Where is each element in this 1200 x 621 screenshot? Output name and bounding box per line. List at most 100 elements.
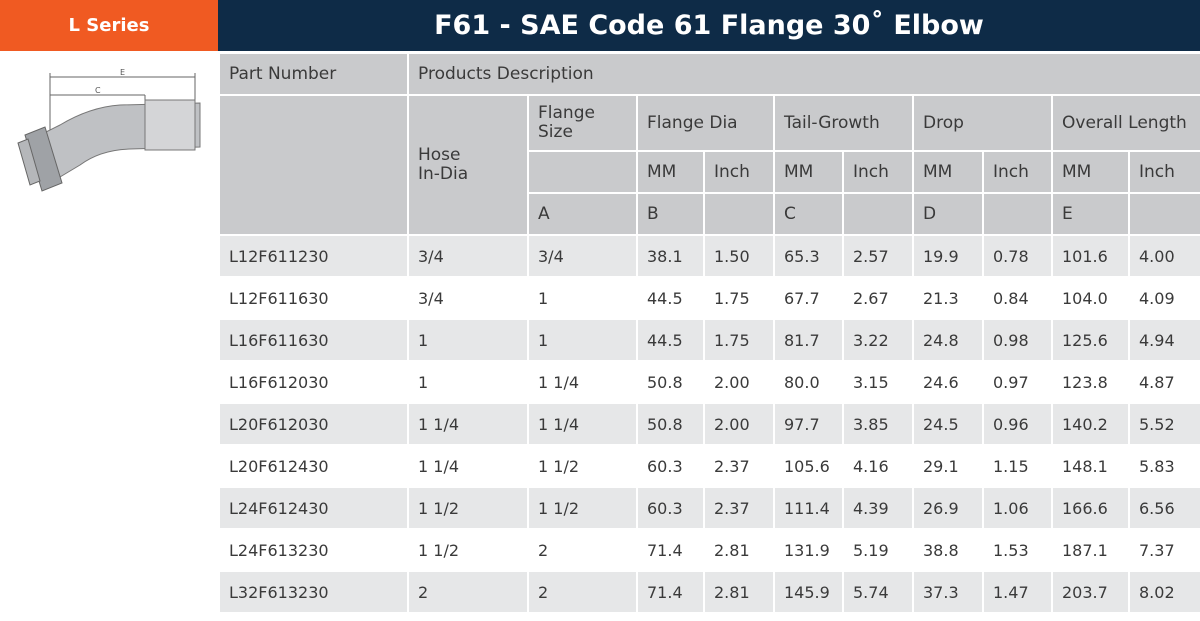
table-cell: 2.00 — [703, 360, 775, 404]
table-cell: 1.50 — [703, 234, 775, 278]
table-cell: 1 1/2 — [407, 528, 529, 572]
table-cell: 1 — [527, 318, 638, 362]
table-cell: 1 — [407, 360, 529, 404]
header-cell: Inch — [1127, 150, 1200, 194]
header-cell: B — [636, 192, 705, 236]
table-cell: 0.97 — [982, 360, 1053, 404]
table-cell: 2.67 — [842, 276, 914, 320]
table-cell: 1.75 — [703, 276, 775, 320]
table-cell: 3/4 — [527, 234, 638, 278]
svg-text:E: E — [120, 68, 125, 77]
header-cell: Drop — [912, 94, 1053, 152]
table-cell: 3.22 — [842, 318, 914, 362]
table-cell: 1.75 — [703, 318, 775, 362]
header-cell — [842, 192, 914, 236]
svg-text:C: C — [95, 86, 101, 95]
table-cell: 24.5 — [912, 402, 984, 446]
table-cell: 1 1/2 — [407, 486, 529, 530]
table-cell: 203.7 — [1051, 570, 1130, 614]
table-cell: 2 — [527, 570, 638, 614]
table-cell: 50.8 — [636, 360, 705, 404]
table-cell: 24.6 — [912, 360, 984, 404]
header-cell: MM — [636, 150, 705, 194]
table-cell: 21.3 — [912, 276, 984, 320]
header-cell: Overall Length — [1050, 94, 1200, 152]
header-cell: A — [527, 192, 638, 236]
header-cell: Tail-Growth — [773, 94, 914, 152]
header-cell — [1127, 192, 1200, 236]
header-cell: Inch — [842, 150, 914, 194]
table-cell: 4.87 — [1127, 360, 1200, 404]
table-cell: L24F612430 — [218, 486, 409, 530]
table-cell: 24.8 — [912, 318, 984, 362]
table-cell: L12F611230 — [218, 234, 409, 278]
table-row: L12F611230 3/4 3/4 38.1 1.50 65.3 2.57 19.9 0.78… — [218, 234, 1200, 278]
table-row: L24F613230 1 1/2 2 71.4 2.81 131.9 5.19 38.8 1.5… — [218, 528, 1200, 572]
table-cell: 5.19 — [842, 528, 914, 572]
table-cell: 1 1/2 — [527, 486, 638, 530]
table-cell: 71.4 — [636, 528, 705, 572]
table-row: L32F613230 2 2 71.4 2.81 145.9 5.74 37.3 1.47 203… — [218, 570, 1200, 614]
table-cell: 38.1 — [636, 234, 705, 278]
table-cell: 5.74 — [842, 570, 914, 614]
header-cell: E — [1051, 192, 1130, 236]
header-cell: Hose In-Dia — [407, 94, 529, 236]
table-cell: 0.98 — [982, 318, 1053, 362]
header-cell: Inch — [703, 150, 775, 194]
table-cell: L12F611630 — [218, 276, 409, 320]
table-cell: 2 — [407, 570, 529, 614]
table-cell: 1 1/4 — [527, 360, 638, 404]
table-cell: 3.15 — [842, 360, 914, 404]
table-cell: 97.7 — [773, 402, 844, 446]
table-cell: 4.94 — [1127, 318, 1200, 362]
table-cell: 7.37 — [1127, 528, 1200, 572]
series-label: L Series — [0, 0, 218, 51]
table-cell: 60.3 — [636, 486, 705, 530]
table-cell: 1 1/4 — [407, 402, 529, 446]
table-row: L20F612430 1 1/4 1 1/2 60.3 2.37 105.6 4.16 29.… — [218, 444, 1200, 488]
table-cell: 67.7 — [773, 276, 844, 320]
table-cell: 29.1 — [912, 444, 984, 488]
header-cell: Part Number — [218, 52, 409, 96]
table-cell: 26.9 — [912, 486, 984, 530]
table-cell: 131.9 — [773, 528, 844, 572]
table-cell: 1.53 — [982, 528, 1053, 572]
table-cell: 2.81 — [703, 528, 775, 572]
table-cell: 3/4 — [407, 276, 529, 320]
header-cell: D — [912, 192, 984, 236]
table-cell: 38.8 — [912, 528, 984, 572]
header-cell: Flange Size — [527, 94, 638, 152]
table-cell: 19.9 — [912, 234, 984, 278]
spec-table: Part Number Products Description Hose In… — [218, 52, 1200, 614]
table-cell: 140.2 — [1051, 402, 1130, 446]
table-cell: 71.4 — [636, 570, 705, 614]
table-cell: 145.9 — [773, 570, 844, 614]
table-cell: 1.06 — [982, 486, 1053, 530]
table-cell: L32F613230 — [218, 570, 409, 614]
table-cell: 50.8 — [636, 402, 705, 446]
table-cell: 2 — [527, 528, 638, 572]
table-cell: 37.3 — [912, 570, 984, 614]
table-cell: 60.3 — [636, 444, 705, 488]
table-cell: 80.0 — [773, 360, 844, 404]
table-cell: 65.3 — [773, 234, 844, 278]
header-cell — [982, 192, 1053, 236]
table-cell: L20F612430 — [218, 444, 409, 488]
table-cell: 1 1/2 — [527, 444, 638, 488]
header-cell — [703, 192, 775, 236]
header-cell: Products Description — [406, 52, 1200, 96]
table-cell: 148.1 — [1051, 444, 1130, 488]
table-cell: 104.0 — [1051, 276, 1130, 320]
table-cell: 6.56 — [1127, 486, 1200, 530]
header-cell: MM — [912, 150, 984, 194]
table-cell: 111.4 — [773, 486, 844, 530]
table-cell: 166.6 — [1051, 486, 1130, 530]
table-cell: 8.02 — [1127, 570, 1200, 614]
table-cell: 1.15 — [982, 444, 1053, 488]
header-cell — [527, 150, 638, 194]
table-cell: 44.5 — [636, 318, 705, 362]
table-cell: 4.16 — [842, 444, 914, 488]
table-cell: 2.00 — [703, 402, 775, 446]
table-cell: 2.81 — [703, 570, 775, 614]
